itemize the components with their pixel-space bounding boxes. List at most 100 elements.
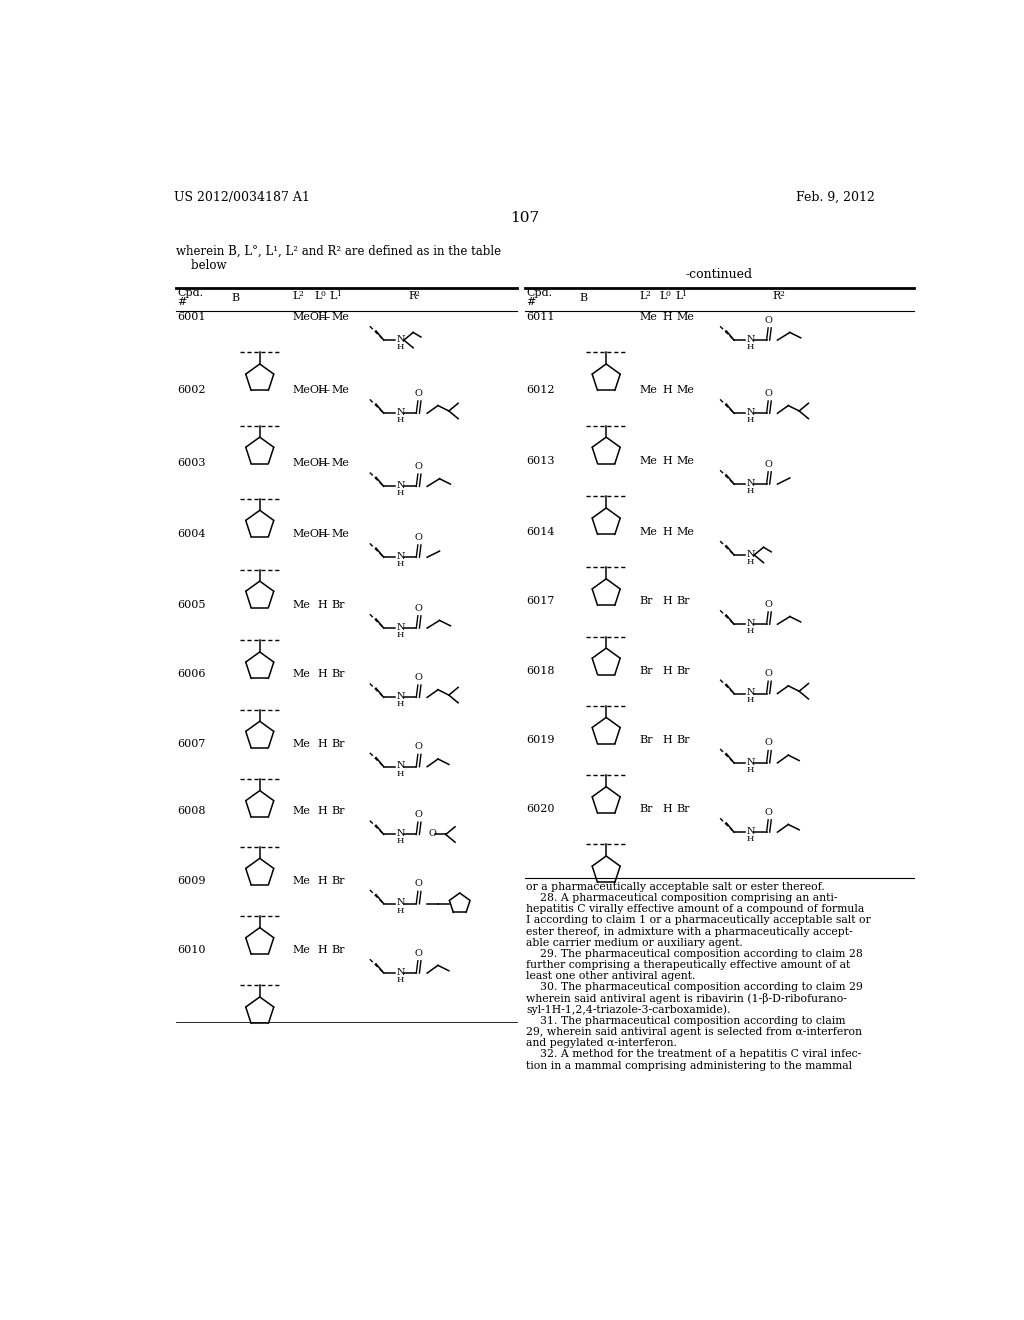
Text: O: O: [429, 829, 436, 838]
Text: N: N: [746, 758, 755, 767]
Text: Feb. 9, 2012: Feb. 9, 2012: [797, 191, 876, 203]
Text: 6007: 6007: [177, 739, 206, 748]
Text: 31. The pharmaceutical composition according to claim: 31. The pharmaceutical composition accor…: [526, 1016, 846, 1026]
Text: N: N: [396, 968, 404, 977]
Text: L: L: [292, 290, 300, 301]
Text: N: N: [746, 335, 755, 343]
Text: H: H: [317, 601, 327, 610]
Text: H: H: [746, 627, 754, 635]
Text: 6008: 6008: [177, 807, 206, 817]
Text: H: H: [663, 665, 673, 676]
Text: N: N: [396, 623, 404, 632]
Text: H: H: [396, 837, 403, 845]
Text: #: #: [177, 297, 187, 306]
Text: syl-1H-1,2,4-triazole-3-carboxamide).: syl-1H-1,2,4-triazole-3-carboxamide).: [526, 1005, 731, 1015]
Text: Br: Br: [640, 597, 653, 606]
Text: H: H: [663, 527, 673, 537]
Text: O: O: [415, 673, 423, 682]
Text: H: H: [317, 945, 327, 956]
Text: H: H: [396, 560, 403, 568]
Text: 6020: 6020: [526, 804, 555, 814]
Text: Me: Me: [640, 385, 657, 395]
Text: or a pharmaceutically acceptable salt or ester thereof.: or a pharmaceutically acceptable salt or…: [526, 882, 825, 892]
Text: 6011: 6011: [526, 312, 555, 322]
Text: 29. The pharmaceutical composition according to claim 28: 29. The pharmaceutical composition accor…: [526, 949, 863, 958]
Text: O: O: [415, 603, 423, 612]
Text: H: H: [396, 343, 403, 351]
Text: N: N: [746, 549, 755, 558]
Text: N: N: [746, 619, 755, 628]
Text: H: H: [396, 701, 403, 709]
Text: ester thereof, in admixture with a pharmaceutically accept-: ester thereof, in admixture with a pharm…: [526, 927, 853, 937]
Text: H: H: [317, 807, 327, 817]
Text: H: H: [746, 416, 754, 424]
Text: O: O: [765, 808, 773, 817]
Text: Me: Me: [640, 527, 657, 537]
Text: N: N: [396, 899, 404, 907]
Text: 30. The pharmaceutical composition according to claim 29: 30. The pharmaceutical composition accor…: [526, 982, 863, 993]
Text: H: H: [317, 739, 327, 748]
Text: US 2012/0034187 A1: US 2012/0034187 A1: [174, 191, 310, 203]
Text: H: H: [317, 312, 327, 322]
Text: Br: Br: [331, 807, 344, 817]
Text: L: L: [659, 290, 667, 301]
Text: Me: Me: [331, 385, 349, 395]
Text: Me: Me: [677, 527, 694, 537]
Text: Me: Me: [292, 807, 310, 817]
Text: Br: Br: [677, 804, 690, 814]
Text: O: O: [415, 533, 423, 543]
Text: Me: Me: [331, 312, 349, 322]
Text: H: H: [396, 490, 403, 498]
Text: 107: 107: [510, 211, 540, 224]
Text: 0: 0: [321, 290, 325, 298]
Text: N: N: [746, 826, 755, 836]
Text: H: H: [663, 804, 673, 814]
Text: Me: Me: [292, 875, 310, 886]
Text: 6010: 6010: [177, 945, 206, 956]
Text: Cpd.: Cpd.: [177, 288, 204, 298]
Text: O: O: [415, 742, 423, 751]
Text: MeO—: MeO—: [292, 385, 331, 395]
Text: 1: 1: [681, 290, 686, 298]
Text: 2: 2: [299, 290, 303, 298]
Text: further comprising a therapeutically effective amount of at: further comprising a therapeutically eff…: [526, 960, 851, 970]
Text: MeO—: MeO—: [292, 312, 331, 322]
Text: Me: Me: [640, 457, 657, 466]
Text: O: O: [765, 459, 773, 469]
Text: 6003: 6003: [177, 458, 206, 469]
Text: 6004: 6004: [177, 529, 206, 540]
Text: N: N: [396, 552, 404, 561]
Text: O: O: [765, 669, 773, 678]
Text: O: O: [765, 738, 773, 747]
Text: N: N: [396, 762, 404, 771]
Text: N: N: [396, 692, 404, 701]
Text: O: O: [415, 879, 423, 888]
Text: H: H: [396, 770, 403, 777]
Text: 2: 2: [646, 290, 650, 298]
Text: Br: Br: [331, 739, 344, 748]
Text: L: L: [314, 290, 322, 301]
Text: H: H: [663, 735, 673, 744]
Text: 6019: 6019: [526, 735, 555, 744]
Text: 28. A pharmaceutical composition comprising an anti-: 28. A pharmaceutical composition compris…: [526, 894, 838, 903]
Text: Me: Me: [640, 312, 657, 322]
Text: H: H: [746, 343, 754, 351]
Text: L: L: [675, 290, 683, 301]
Text: L: L: [640, 290, 647, 301]
Text: N: N: [746, 479, 755, 488]
Text: Me: Me: [292, 669, 310, 680]
Text: Br: Br: [640, 665, 653, 676]
Text: H: H: [663, 312, 673, 322]
Text: B: B: [579, 293, 587, 302]
Text: B: B: [231, 293, 240, 302]
Text: Br: Br: [677, 735, 690, 744]
Text: 6006: 6006: [177, 669, 206, 680]
Text: H: H: [746, 836, 754, 843]
Text: 2: 2: [779, 290, 784, 298]
Text: wherein B, L°, L¹, L² and R² are defined as in the table: wherein B, L°, L¹, L² and R² are defined…: [176, 244, 501, 257]
Text: Cpd.: Cpd.: [526, 288, 553, 298]
Text: O: O: [415, 462, 423, 471]
Text: Br: Br: [640, 804, 653, 814]
Text: O: O: [415, 810, 423, 818]
Text: below: below: [176, 259, 226, 272]
